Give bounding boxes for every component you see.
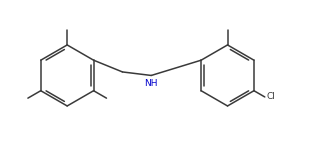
Text: NH: NH (144, 79, 158, 88)
Text: Cl: Cl (267, 92, 275, 101)
